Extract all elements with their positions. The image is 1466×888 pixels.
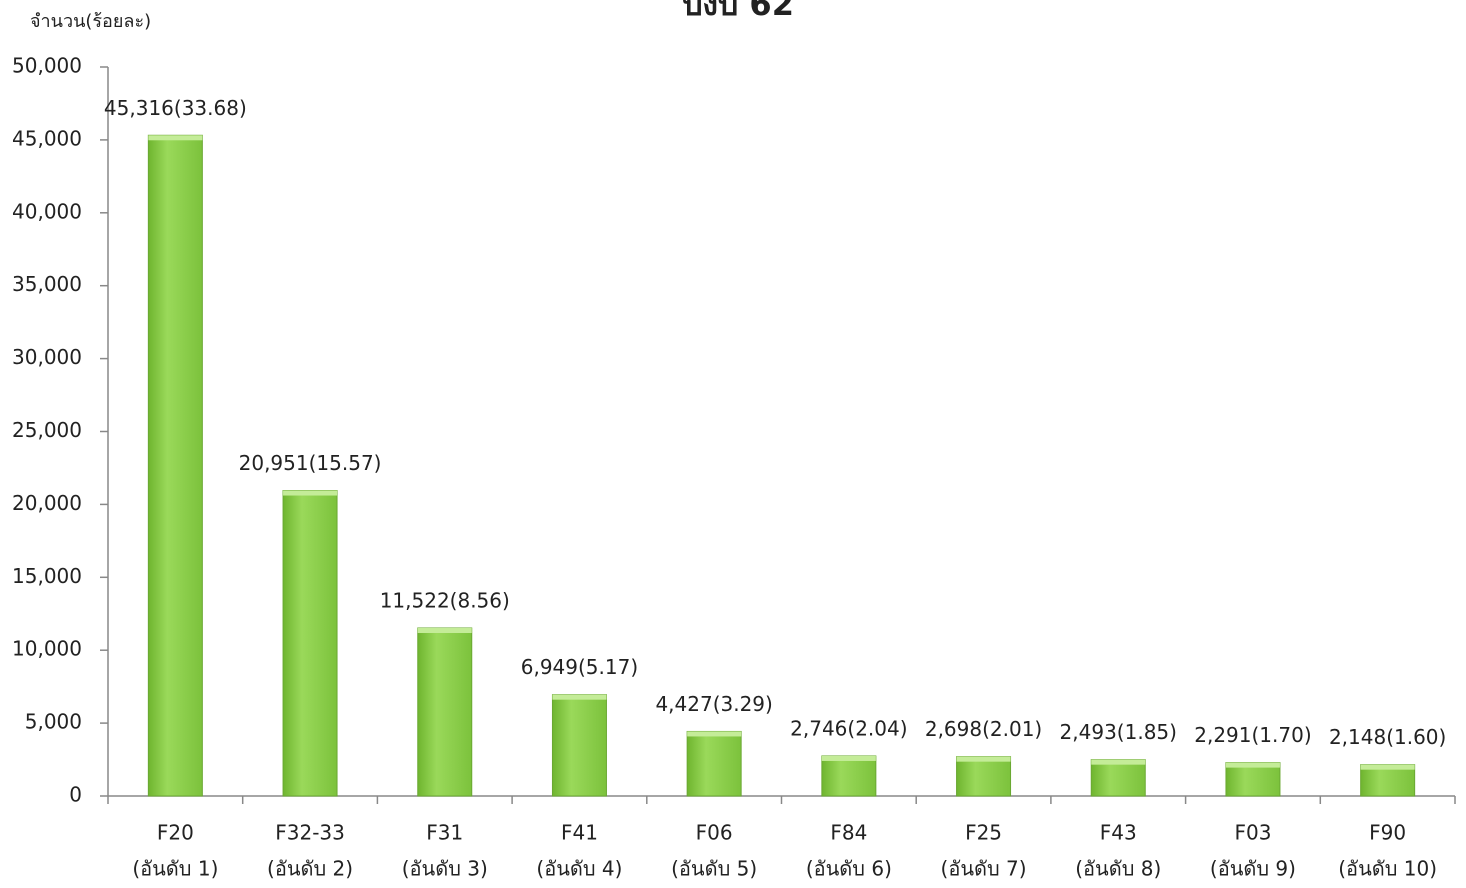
bar-top [1091,759,1146,765]
bar-top [956,756,1011,762]
value-label: 4,427(3.29) [655,692,772,716]
x-tick-label: (อันดับ 3) [402,857,488,881]
bar [1360,764,1416,797]
bar-top [148,135,203,141]
bar [551,694,607,797]
y-tick-label: 45,000 [12,126,82,150]
bar-top [1225,762,1280,768]
y-tick-label: 50,000 [12,54,82,78]
value-label: 2,746(2.04) [790,716,907,740]
x-tick-label: F90 [1369,821,1406,845]
y-tick-label: 0 [69,783,82,807]
x-tick-label: (อันดับ 2) [267,857,353,881]
x-tick-label: (อันดับ 9) [1210,857,1296,881]
bar [147,134,203,797]
chart-title: ปีงบ 62 [680,0,794,23]
value-label: 2,493(1.85) [1060,720,1177,744]
x-tick-label: (อันดับ 8) [1075,857,1161,881]
value-label: 6,949(5.17) [521,655,638,679]
bar [1225,762,1281,797]
x-tick-label: (อันดับ 5) [671,857,757,881]
y-axis-label: จำนวน(ร้อยละ) [30,11,151,32]
y-tick-label: 20,000 [12,491,82,515]
y-tick-label: 35,000 [12,272,82,296]
value-label: 11,522(8.56) [380,589,510,613]
x-tick-label: F03 [1234,821,1271,845]
y-tick-label: 10,000 [12,637,82,661]
y-tick-label: 40,000 [12,199,82,223]
value-label: 2,148(1.60) [1329,725,1446,749]
bar-top [417,628,472,634]
bar-top [687,731,742,737]
x-tick-label: F84 [830,821,867,845]
bar-top [1360,764,1415,770]
y-tick-label: 15,000 [12,564,82,588]
bar-top [283,490,338,496]
value-label: 45,316(33.68) [104,96,247,120]
x-tick-label: F06 [696,821,733,845]
x-tick-label: F32-33 [275,821,345,845]
y-tick-label: 5,000 [25,710,82,734]
x-tick-label: (อันดับ 4) [536,857,622,881]
x-tick-label: (อันดับ 1) [132,857,218,881]
x-tick-label: F25 [965,821,1002,845]
bar [282,490,338,797]
x-tick-label: F43 [1100,821,1137,845]
bar [686,730,742,797]
bar [956,756,1012,797]
x-tick-label: F20 [157,821,194,845]
y-tick-label: 25,000 [12,418,82,442]
value-label: 2,698(2.01) [925,717,1042,741]
bar [417,627,473,797]
value-label: 20,951(15.57) [239,451,382,475]
bar [821,755,877,797]
bar-top [552,694,607,700]
x-tick-label: F41 [561,821,598,845]
x-tick-label: F31 [426,821,463,845]
bar [1090,759,1146,797]
x-tick-label: (อันดับ 10) [1338,857,1437,881]
y-tick-label: 30,000 [12,345,82,369]
x-tick-label: (อันดับ 7) [941,857,1027,881]
x-tick-label: (อันดับ 6) [806,857,892,881]
value-label: 2,291(1.70) [1194,723,1311,747]
bar-top [821,755,876,761]
